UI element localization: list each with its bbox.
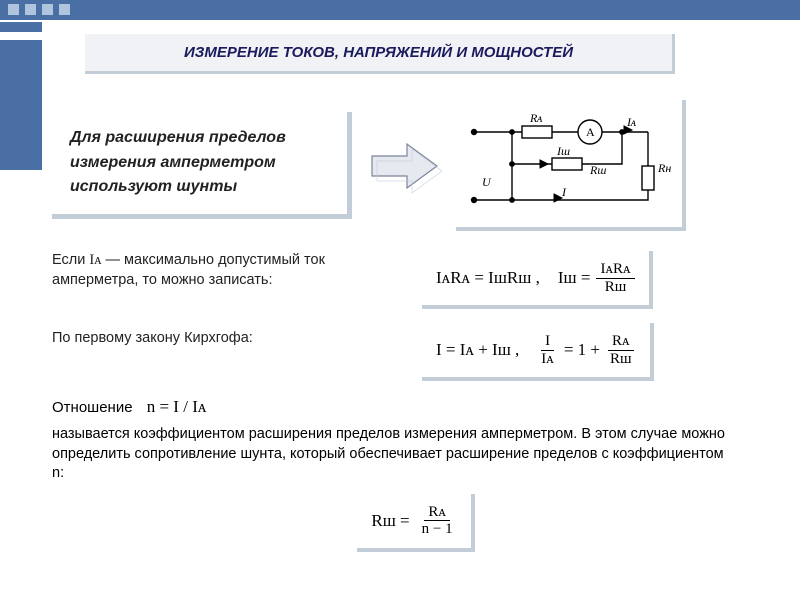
final-formula-row: Rш = Rᴀ n − 1 (52, 494, 780, 552)
f2-r-den: Rш (606, 351, 636, 368)
para-2: По первому закону Кирхгофа: (52, 329, 392, 349)
ratio-eq: n = I / Iᴀ (147, 397, 207, 416)
f2-mid-den: Iᴀ (537, 351, 558, 368)
formula-3: Rш = Rᴀ n − 1 (357, 494, 474, 552)
intro-line-1: Для расширения пределов (70, 126, 329, 151)
formula-2: I = Iᴀ + Iш , I Iᴀ = 1 + Rᴀ Rш (422, 323, 654, 381)
p1-ia: Iᴀ (89, 252, 101, 268)
lbl-U: U (482, 175, 492, 189)
circuit-diagram: Rᴀ A Iᴀ Iш Rш Rн U I (456, 100, 686, 231)
f3-num: Rᴀ (424, 504, 450, 522)
decor-dots (8, 4, 70, 15)
long-paragraph: называется коэффициентом расширения пред… (52, 425, 732, 484)
arrow-icon (364, 136, 444, 196)
decor-left-band-1 (0, 22, 42, 32)
formula-1: IᴀRᴀ = IшRш , Iш = IᴀRᴀ Rш (422, 251, 653, 309)
f2-eq: = 1 + (564, 340, 600, 360)
intro-line-3: используют шунты (70, 175, 329, 200)
lbl-I: I (561, 185, 567, 199)
decor-left-band-2 (0, 40, 42, 170)
row-formulas-1: Если Iᴀ — максимально допустимый ток амп… (52, 251, 780, 309)
para-1: Если Iᴀ — максимально допустимый ток амп… (52, 251, 392, 290)
f1-den: Rш (601, 279, 631, 296)
f2-r-num: Rᴀ (608, 333, 634, 351)
slide-title: ИЗМЕРЕНИЕ ТОКОВ, НАПРЯЖЕНИЙ И МОЩНОСТЕЙ (85, 34, 675, 74)
lbl-RA: Rᴀ (529, 111, 543, 125)
f1-lhs: Iш = (558, 268, 591, 288)
lbl-RH: Rн (657, 161, 671, 175)
lbl-Rsh: Rш (589, 163, 606, 177)
f2-left: I = Iᴀ + Iш , (436, 340, 519, 360)
intro-box: Для расширения пределов измерения амперм… (52, 112, 352, 219)
lbl-A: A (586, 125, 595, 139)
intro-line-2: измерения амперметром (70, 151, 329, 176)
ratio-label: Отношение (52, 399, 133, 416)
decor-top-band (0, 0, 800, 20)
f1-left: IᴀRᴀ = IшRш , (436, 268, 540, 288)
f1-num: IᴀRᴀ (596, 261, 634, 279)
content-area: Для расширения пределов измерения амперм… (52, 100, 780, 590)
f2-mid-num: I (541, 333, 554, 351)
ratio-line: Отношение n = I / Iᴀ (52, 397, 780, 417)
row-formulas-2: По первому закону Кирхгофа: I = Iᴀ + Iш … (52, 323, 780, 381)
f3-lhs: Rш = (371, 511, 409, 531)
lbl-IA: Iᴀ (626, 115, 637, 129)
p1-prefix: Если (52, 252, 89, 268)
row-intro: Для расширения пределов измерения амперм… (52, 100, 780, 231)
lbl-Ish: Iш (556, 144, 570, 158)
f3-den: n − 1 (418, 521, 457, 538)
